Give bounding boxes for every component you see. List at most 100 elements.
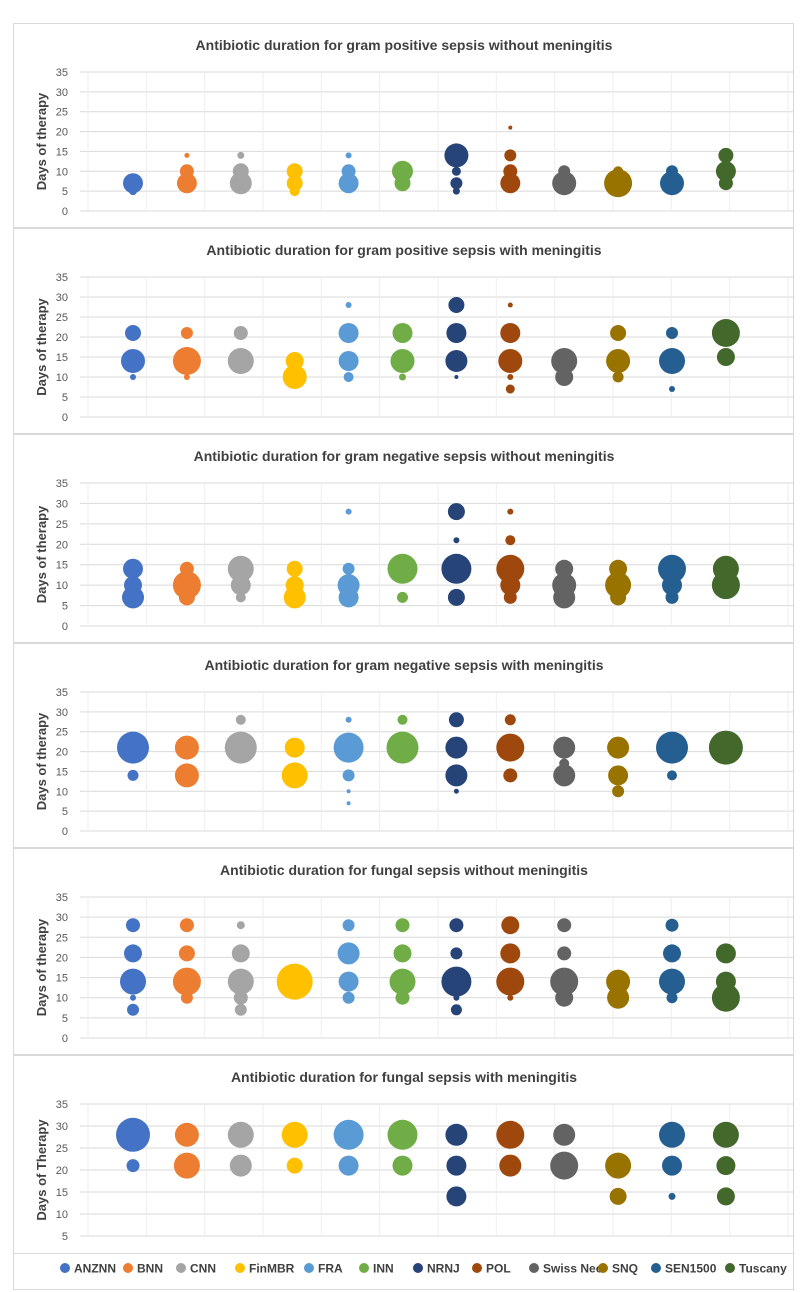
bubble-inn <box>399 373 406 381</box>
chart-legend: ANZNN BNN CNN FinMBR FRA INN NRNJ POL Swiss Neo S… <box>13 1254 794 1290</box>
bubble-nrnj <box>446 1155 467 1176</box>
bubble-fra <box>345 152 352 159</box>
bubble-fra <box>342 991 355 1004</box>
y-tick-label: 20 <box>56 127 68 139</box>
y-tick-label: 35 <box>56 687 68 699</box>
bubble-nrnj <box>446 1186 467 1207</box>
y-tick-label: 30 <box>56 498 68 510</box>
bubble-finmbr <box>281 762 308 789</box>
bubble-anznn <box>130 994 136 1001</box>
bubble-nrnj <box>450 177 463 190</box>
y-axis-label: Days of therapy <box>34 297 49 395</box>
bubble-nrnj <box>450 1004 462 1016</box>
bubble-inn <box>393 944 412 963</box>
bubble-bnn <box>178 945 195 962</box>
bubble-tuscany <box>711 319 740 347</box>
chart-svg: Antibiotic duration for gram negative se… <box>34 448 793 633</box>
y-tick-label: 30 <box>56 292 68 304</box>
chart-title: Antibiotic duration for fungal sepsis wi… <box>220 862 588 878</box>
bubble-anznn <box>127 1003 139 1016</box>
bubble-snq <box>607 736 630 759</box>
chart-panel-6: Antibiotic duration for fungal sepsis wi… <box>13 1055 794 1254</box>
bubble-swiss-neo <box>552 573 577 598</box>
bubble-pol <box>507 508 514 515</box>
bubble-cnn <box>227 555 254 582</box>
legend-marker-tuscany <box>725 1263 735 1273</box>
bubble-cnn <box>233 990 248 1005</box>
bubble-sen1500 <box>658 554 686 583</box>
bubble-finmbr <box>286 1157 303 1174</box>
bubble-fra <box>333 732 364 763</box>
bubble-pol <box>500 943 521 964</box>
bubble-finmbr <box>276 963 313 1000</box>
bubble-nrnj <box>445 1123 468 1146</box>
bubble-sen1500 <box>659 348 685 374</box>
bubble-sen1500 <box>663 944 681 963</box>
legend-label-tuscany: Tuscany <box>739 1262 787 1276</box>
legend-marker-fra <box>304 1263 314 1273</box>
bubble-cnn <box>224 731 257 764</box>
y-tick-label: 10 <box>56 993 68 1005</box>
bubble-swiss-neo <box>551 348 578 374</box>
bubble-pol <box>507 994 514 1001</box>
y-axis-label: Days of Therapy <box>34 1119 49 1221</box>
y-tick-label: 15 <box>56 973 68 985</box>
bubble-tuscany <box>715 943 736 964</box>
y-tick-label: 10 <box>56 786 68 798</box>
chart-panel-1: Antibiotic duration for gram positive se… <box>13 23 794 228</box>
legend-label-swiss-neo: Swiss Neo <box>543 1262 603 1276</box>
bubble-cnn <box>227 968 254 995</box>
bubble-sen1500 <box>656 731 688 764</box>
bubble-anznn <box>123 558 143 579</box>
y-tick-label: 15 <box>56 766 68 778</box>
bubble-cnn <box>229 172 252 195</box>
bubble-snq <box>605 572 632 599</box>
legend-label-bnn: BNN <box>137 1262 163 1276</box>
bubble-fra <box>337 942 360 965</box>
y-tick-label: 35 <box>56 478 68 490</box>
y-tick-label: 30 <box>56 87 68 99</box>
bubble-anznn <box>125 325 141 341</box>
bubble-inn <box>392 160 413 182</box>
bubble-anznn <box>116 1117 150 1152</box>
bubble-nrnj <box>441 966 472 997</box>
bubble-nrnj <box>446 323 467 343</box>
bubble-sen1500 <box>666 992 678 1004</box>
bubble-pol <box>498 349 523 373</box>
bubble-pol <box>496 967 525 996</box>
bubble-anznn <box>117 731 149 764</box>
y-axis-label: Days of therapy <box>34 92 49 190</box>
bubble-anznn <box>124 944 142 963</box>
bubble-swiss-neo <box>550 1151 579 1180</box>
legend-label-pol: POL <box>486 1262 511 1276</box>
chart-title: Antibiotic duration for gram negative se… <box>204 657 603 673</box>
y-tick-label: 0 <box>62 412 68 424</box>
y-tick-label: 35 <box>56 892 68 904</box>
bubble-sen1500 <box>659 1121 685 1148</box>
y-tick-label: 20 <box>56 539 68 551</box>
y-tick-label: 10 <box>56 166 68 178</box>
bubble-cnn <box>233 326 248 340</box>
bubble-fra <box>338 1155 359 1176</box>
y-axis-label: Days of therapy <box>34 712 49 810</box>
bubble-bnn <box>174 763 199 788</box>
bubble-finmbr <box>286 175 303 192</box>
bubble-bnn <box>172 571 201 600</box>
y-tick-label: 25 <box>56 727 68 739</box>
bubble-cnn <box>235 592 246 603</box>
bubble-anznn <box>126 918 140 933</box>
bubble-nrnj <box>447 588 465 606</box>
bubble-snq <box>608 765 629 786</box>
bubble-pol <box>496 554 525 583</box>
bubble-nrnj <box>441 553 472 584</box>
bubble-nrnj <box>453 537 460 544</box>
bubble-inn <box>387 1119 418 1150</box>
y-tick-label: 30 <box>56 707 68 719</box>
y-tick-label: 20 <box>56 1165 68 1177</box>
bubble-inn <box>387 553 418 584</box>
y-tick-label: 0 <box>62 206 68 218</box>
bubble-fra <box>337 574 360 597</box>
y-tick-label: 15 <box>56 1187 68 1199</box>
bubble-snq <box>605 1152 632 1179</box>
bubble-bnn <box>174 1122 199 1147</box>
